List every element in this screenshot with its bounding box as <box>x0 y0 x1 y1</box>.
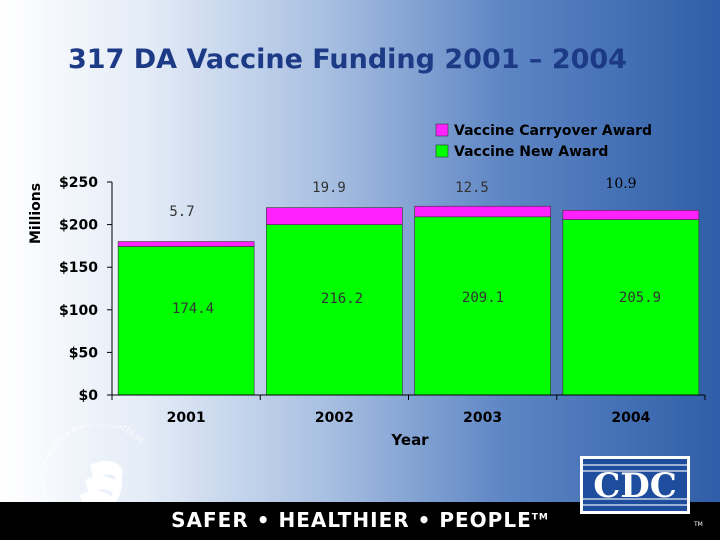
cdc-logo: CDC <box>580 456 690 514</box>
x-tick-label: 2004 <box>611 410 650 426</box>
x-tick-label: 2003 <box>463 410 502 426</box>
data-label-new-award: 205.9 <box>619 290 661 306</box>
bar-new-award-2004 <box>562 219 700 396</box>
footer-slogan: SAFER • HEALTHIER • PEOPLETM <box>171 508 549 532</box>
y-tick-label: $50 <box>69 345 98 361</box>
cdc-logo-text: CDC <box>593 466 677 506</box>
stacked-bar-chart: Vaccine Carryover Award Vaccine New Award… <box>28 123 706 449</box>
x-axis-title: Year <box>390 431 429 449</box>
y-axis-title: Millions <box>28 183 44 244</box>
x-tick-label: 2001 <box>167 410 206 426</box>
data-label-new-award: 209.1 <box>462 290 504 306</box>
bar-carryover-2002 <box>266 207 403 225</box>
legend-swatch <box>435 123 449 137</box>
legend-label: Vaccine Carryover Award <box>454 123 652 139</box>
data-label-carryover: 10.9 <box>605 176 636 192</box>
data-label-carryover: 12.5 <box>455 180 489 196</box>
x-tick-label: 2002 <box>315 410 354 426</box>
bar-carryover-2003 <box>414 205 551 218</box>
data-labels: 174.4 5.7 216.2 19.9 209.1 12.5 205.9 10.9 <box>169 176 661 317</box>
bar-carryover-2004 <box>562 209 700 220</box>
y-tick-label: $150 <box>59 260 98 276</box>
slogan-tm: TM <box>531 512 549 523</box>
legend-label: Vaccine New Award <box>454 144 608 160</box>
bar-new-award-2002 <box>266 224 403 396</box>
legend: Vaccine Carryover Award Vaccine New Award <box>435 123 652 160</box>
cdc-tm: TM <box>694 521 703 528</box>
legend-swatch <box>435 144 449 158</box>
x-axis: 2001 2002 2003 2004 <box>111 394 706 426</box>
y-axis: $0 $50 $100 $150 $200 $250 <box>59 175 113 404</box>
bars <box>117 205 700 396</box>
y-tick-label: $100 <box>59 303 98 319</box>
y-tick-label: $0 <box>79 388 99 404</box>
data-label-new-award: 174.4 <box>172 301 214 317</box>
data-label-carryover: 19.9 <box>312 180 346 196</box>
bar-new-award-2001 <box>117 246 255 396</box>
chart-title: 317 DA Vaccine Funding 2001 – 2004 <box>68 44 627 75</box>
y-tick-label: $200 <box>59 218 98 234</box>
data-label-new-award: 216.2 <box>321 291 363 307</box>
y-tick-label: $250 <box>59 175 98 191</box>
bar-carryover-2001 <box>117 241 255 247</box>
data-label-carryover: 5.7 <box>169 204 194 220</box>
